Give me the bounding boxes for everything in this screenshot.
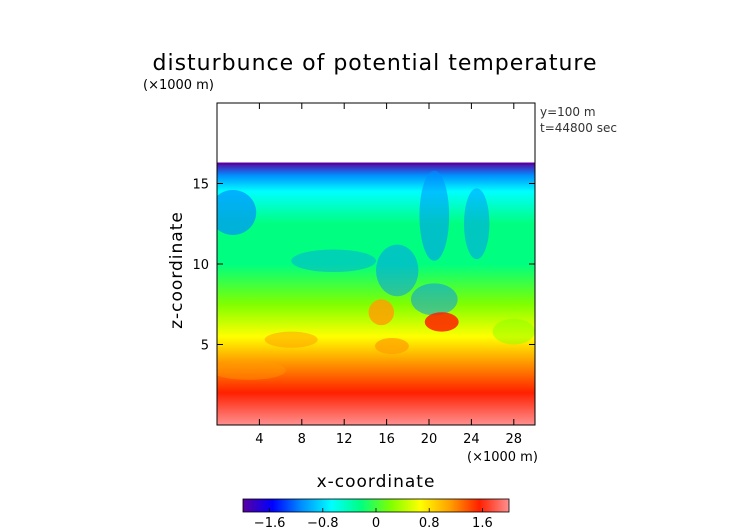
colorbar-tick-label: 1.6: [472, 516, 493, 531]
field-blob: [424, 312, 459, 332]
field-blob: [419, 170, 450, 261]
x-tick-label: 28: [506, 432, 523, 447]
x-tick-label: 24: [463, 432, 480, 447]
x-tick-label: 12: [336, 432, 353, 447]
field-blob: [463, 188, 490, 260]
annotation-t: t=44800 sec: [540, 121, 617, 135]
field-blob: [374, 338, 409, 355]
z-unit-label: (×1000 m): [143, 78, 214, 93]
colorbar-tick-label: 0.8: [419, 516, 440, 531]
annotation-y: y=100 m: [540, 105, 596, 119]
field-blob: [410, 283, 458, 316]
top-layer: [217, 162, 535, 165]
z-tick-label: 15: [192, 178, 209, 193]
colorbar-tick-label: −1.6: [254, 516, 286, 531]
colorbar-tick-label: 0: [372, 516, 380, 531]
x-tick-label: 8: [298, 432, 306, 447]
field-blob: [217, 360, 286, 380]
z-axis-label: z-coordinate: [167, 211, 187, 329]
field-blob: [376, 244, 419, 297]
x-unit-label: (×1000 m): [467, 450, 538, 465]
field-blob: [217, 189, 257, 236]
plot-area: [217, 162, 535, 425]
field-blob: [368, 299, 395, 326]
x-tick-label: 20: [421, 432, 438, 447]
temperature-field: [217, 162, 535, 425]
field-structures: [217, 162, 535, 380]
x-tick-label: 16: [378, 432, 395, 447]
field-blob: [291, 249, 376, 273]
colorbar-tick-label: −0.8: [307, 516, 339, 531]
x-tick-label: 4: [255, 432, 263, 447]
chart-title: disturbunce of potential temperature: [153, 51, 598, 76]
colorbar-ticks: −1.6 −0.8 0 0.8 1.6: [254, 508, 493, 531]
field-blob: [264, 331, 318, 348]
x-axis-label: x-coordinate: [317, 472, 436, 492]
z-axis-ticks: 5 10 15: [192, 178, 535, 354]
x-axis-ticks: 4 8 12 16 20 24 28: [255, 103, 522, 447]
field-blob: [492, 318, 535, 345]
z-tick-label: 5: [201, 339, 209, 354]
z-tick-label: 10: [192, 258, 209, 273]
